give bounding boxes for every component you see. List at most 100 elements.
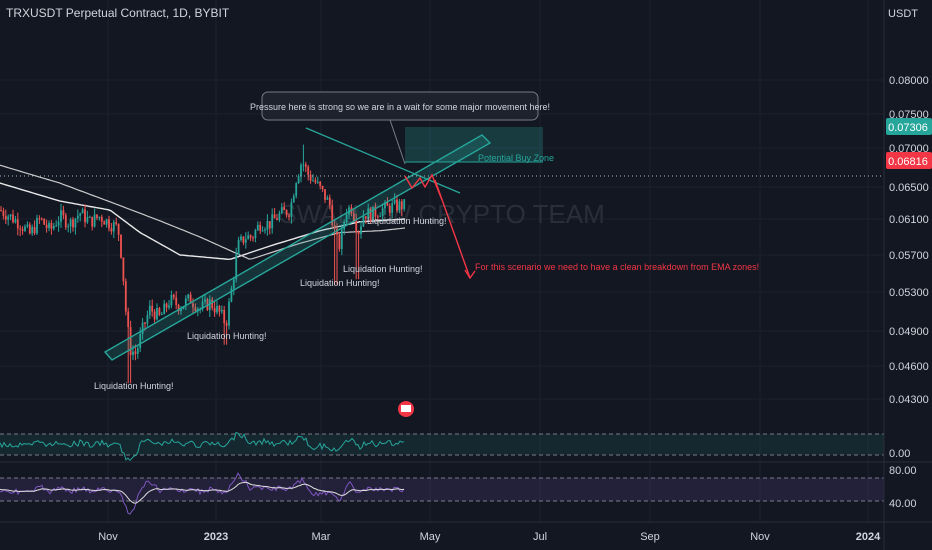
candle-body bbox=[388, 205, 391, 213]
candle-body bbox=[225, 323, 228, 326]
candle-body bbox=[76, 215, 79, 219]
price-tag-red bbox=[886, 152, 932, 169]
candle-body bbox=[333, 225, 336, 229]
candle-body bbox=[268, 221, 271, 229]
candle-body bbox=[321, 185, 324, 190]
candle-body bbox=[110, 228, 113, 232]
candle-body bbox=[55, 225, 58, 227]
candle-body bbox=[24, 226, 26, 231]
candle-body bbox=[276, 218, 278, 220]
candle-body bbox=[21, 229, 24, 231]
candle-body bbox=[240, 236, 242, 240]
candle-body bbox=[172, 294, 175, 298]
candle-body bbox=[2, 210, 5, 216]
candle-body bbox=[204, 299, 206, 302]
price-tag-red-text: 0.06816 bbox=[888, 156, 928, 168]
candle-body bbox=[232, 279, 235, 289]
candle-body bbox=[127, 311, 130, 328]
liquidation-label-5: Liquidation Hunting! bbox=[367, 216, 447, 226]
candle-body bbox=[134, 351, 137, 354]
candle-body bbox=[168, 305, 170, 308]
candle-body bbox=[271, 214, 274, 229]
currency-label: USDT bbox=[888, 8, 918, 20]
candle-body bbox=[369, 208, 372, 222]
candle-body bbox=[223, 309, 226, 324]
candle-body bbox=[292, 196, 295, 203]
candle-body bbox=[50, 223, 53, 229]
candle-body bbox=[112, 222, 115, 232]
candle-body bbox=[345, 214, 348, 223]
candle-body bbox=[381, 208, 384, 216]
candle-body bbox=[48, 223, 50, 229]
candle-body bbox=[220, 309, 223, 312]
liquidation-label-3: Liquidation Hunting! bbox=[300, 278, 380, 288]
y-tick-label: 0.04900 bbox=[889, 326, 929, 338]
candle-body bbox=[115, 222, 118, 224]
candle-body bbox=[280, 207, 283, 214]
candle-body bbox=[180, 308, 182, 312]
callout-text: Pressure here is strong so we are in a w… bbox=[250, 102, 550, 112]
candle-body bbox=[230, 288, 233, 302]
candle-body bbox=[117, 223, 120, 235]
candle-body bbox=[213, 308, 216, 313]
candle-body bbox=[372, 206, 374, 222]
buy-zone-label: Potential Buy Zone bbox=[478, 153, 554, 163]
candle-body bbox=[93, 214, 96, 227]
buy-zone-box bbox=[405, 127, 543, 162]
candle-body bbox=[120, 234, 122, 258]
candle-body bbox=[74, 218, 77, 228]
candle-body bbox=[278, 213, 281, 220]
rsi-ma-line bbox=[0, 481, 405, 504]
candle-body bbox=[38, 218, 41, 220]
candle-body bbox=[312, 180, 314, 182]
candle-body bbox=[7, 216, 10, 220]
candle-body bbox=[252, 237, 254, 239]
time-axis: Nov 2023 Mar May Jul Sep Nov 2024 bbox=[98, 531, 881, 543]
candle-body bbox=[259, 224, 262, 231]
osc-value-label: 0.00 bbox=[889, 448, 910, 460]
candle-body bbox=[254, 230, 257, 239]
candle-body bbox=[300, 164, 302, 177]
candle-body bbox=[156, 308, 158, 320]
candle-body bbox=[165, 303, 168, 308]
candle-body bbox=[355, 220, 358, 233]
candle-body bbox=[376, 216, 379, 218]
candle-body bbox=[0, 210, 2, 212]
candle-body bbox=[79, 213, 82, 216]
candle-body bbox=[396, 199, 398, 211]
candle-body bbox=[309, 174, 312, 181]
x-tick-label: Jul bbox=[533, 531, 547, 543]
x-tick-label: May bbox=[420, 531, 441, 543]
candle-body bbox=[122, 257, 125, 282]
candle-body bbox=[36, 218, 38, 234]
candle-body bbox=[216, 305, 218, 313]
candle-body bbox=[175, 297, 178, 305]
candle-body bbox=[67, 226, 70, 228]
candle-body bbox=[64, 215, 67, 228]
candle-body bbox=[290, 202, 293, 217]
candle-body bbox=[62, 210, 65, 216]
y-tick-label: 0.06500 bbox=[889, 182, 929, 194]
candle-body bbox=[28, 224, 31, 234]
candle-body bbox=[91, 216, 94, 227]
ascending-channel bbox=[103, 134, 492, 361]
candle-body bbox=[285, 210, 288, 216]
candle-body bbox=[84, 209, 86, 223]
candle-body bbox=[331, 205, 334, 226]
candle-body bbox=[319, 181, 322, 186]
candle-body bbox=[31, 227, 34, 234]
candle-body bbox=[403, 199, 406, 210]
y-tick-label: 0.08000 bbox=[889, 75, 929, 87]
candle-body bbox=[43, 218, 46, 225]
candle-body bbox=[379, 215, 382, 217]
candle-body bbox=[261, 230, 264, 232]
candle-body bbox=[247, 235, 250, 240]
price-grid bbox=[0, 0, 884, 522]
candle-body bbox=[132, 351, 134, 356]
candle-body bbox=[12, 214, 14, 223]
osc-band bbox=[0, 434, 884, 455]
candle-body bbox=[304, 164, 307, 167]
candle-body bbox=[103, 221, 106, 225]
candle-body bbox=[194, 307, 197, 312]
candle-body bbox=[338, 234, 341, 249]
